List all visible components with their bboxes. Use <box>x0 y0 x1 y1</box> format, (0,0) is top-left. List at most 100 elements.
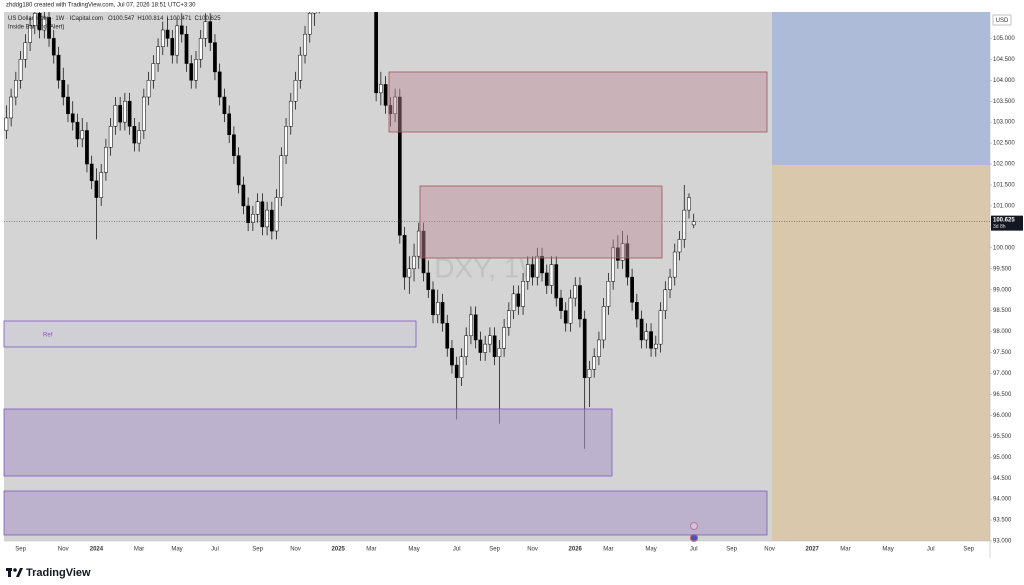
candle-body <box>691 221 696 226</box>
x-tick-label: May <box>882 547 893 553</box>
candle-body <box>37 13 42 31</box>
x-tick-label: Mar <box>840 547 850 553</box>
candle-body <box>393 96 397 115</box>
candle-body <box>668 276 672 290</box>
ohlc-key: L <box>166 16 170 22</box>
candle-body <box>9 96 13 119</box>
x-tick-label: Jul <box>211 547 219 553</box>
x-tick-label: Nov <box>527 547 538 553</box>
candle-body <box>440 302 445 324</box>
candle-body <box>312 12 317 14</box>
candle-body <box>70 113 75 123</box>
candle-body <box>194 59 198 81</box>
candle-body <box>630 276 634 303</box>
candle-body <box>232 134 236 156</box>
candle-body <box>540 255 544 274</box>
candle-body <box>265 209 269 228</box>
candle-body <box>156 46 160 64</box>
candle-body <box>14 80 18 98</box>
candle-body <box>222 96 227 115</box>
candle-body <box>497 348 502 357</box>
currency-box[interactable] <box>992 14 1012 26</box>
candle-body <box>450 348 454 366</box>
y-tick-label: 97.500 <box>993 350 1012 356</box>
candle-body <box>435 302 440 316</box>
flag-icon[interactable] <box>690 534 698 542</box>
candle-body <box>597 339 601 357</box>
candle-body <box>85 130 89 165</box>
candle-body <box>687 197 691 211</box>
candle-body <box>137 130 141 144</box>
x-tick-label: 2025 <box>332 547 346 553</box>
candle-body <box>141 96 146 131</box>
candle-body <box>170 38 175 56</box>
candle-body <box>573 285 578 299</box>
ohlc-value: 100.547 <box>113 16 135 22</box>
y-tick-label: 100.000 <box>993 245 1015 251</box>
ref-zone[interactable] <box>3 320 417 348</box>
y-tick-label: 104.500 <box>993 57 1015 63</box>
y-tick-label: 94.500 <box>993 476 1012 482</box>
candle-body <box>203 21 208 39</box>
candle-body <box>56 54 61 81</box>
candle-body <box>179 25 184 35</box>
ohlc-key: O <box>108 16 113 22</box>
candle-body <box>492 335 497 357</box>
candle-body <box>269 209 274 232</box>
y-tick-label: 96.000 <box>993 413 1012 419</box>
y-tick-label: 98.000 <box>993 329 1012 335</box>
y-tick-label: 97.000 <box>993 371 1012 377</box>
y-tick-label: 105.000 <box>993 36 1015 42</box>
candle-body <box>108 126 113 148</box>
candle-body <box>274 197 279 232</box>
candle-body <box>502 327 506 349</box>
candle-body <box>653 343 658 349</box>
ohlc-value: 100.625 <box>199 16 221 22</box>
target-zone <box>772 12 990 165</box>
y-tick-label: 94.000 <box>993 497 1012 503</box>
candle-body <box>421 230 426 274</box>
candle-body <box>23 42 28 60</box>
candle-body <box>127 100 132 127</box>
y-tick-label: 99.500 <box>993 266 1012 272</box>
candle-body <box>431 289 435 316</box>
y-tick-label: 102.500 <box>993 141 1015 147</box>
demand-zone[interactable] <box>3 490 768 536</box>
price-label: 100.625 <box>993 218 1015 224</box>
candle-body <box>634 302 639 320</box>
price-label-box <box>991 215 1023 231</box>
supply-zone[interactable] <box>388 71 768 133</box>
demand-zone[interactable] <box>3 408 613 477</box>
candle-body <box>682 209 687 240</box>
candle-body <box>568 297 573 324</box>
candle-body <box>554 264 559 299</box>
y-tick-label: 98.500 <box>993 308 1012 314</box>
candle-body <box>625 243 630 278</box>
candle-body <box>469 314 473 337</box>
candle-body <box>611 247 615 282</box>
candle-body <box>198 38 203 60</box>
x-tick-label: Sep <box>15 547 26 553</box>
candle-body <box>165 29 170 39</box>
candle-body <box>639 318 644 341</box>
zone-label: Ref <box>43 333 53 339</box>
symbol: US Dollar Index · 1W · ICapital.com <box>8 16 103 22</box>
candle-body <box>94 180 99 198</box>
zones: Ref <box>3 71 768 536</box>
candle-body <box>47 17 51 39</box>
candle-body <box>511 293 516 311</box>
candle-body <box>563 310 568 324</box>
supply-zone[interactable] <box>419 185 663 259</box>
candle-body <box>251 214 255 223</box>
ohlc-key: H <box>137 16 141 22</box>
legend: US Dollar Index · 1W · ICapital.com O100.… <box>8 16 221 22</box>
x-tick-label: Jul <box>453 547 461 553</box>
indicator: Inside Bar (Ind. Alert) <box>8 25 64 31</box>
brand: TradingView <box>26 567 91 579</box>
candle-body <box>151 63 156 81</box>
candle-body <box>288 100 293 127</box>
candle-body <box>587 369 592 378</box>
candle-body <box>28 25 32 43</box>
x-tick-label: Nov <box>290 547 301 553</box>
candle-body <box>483 343 487 353</box>
